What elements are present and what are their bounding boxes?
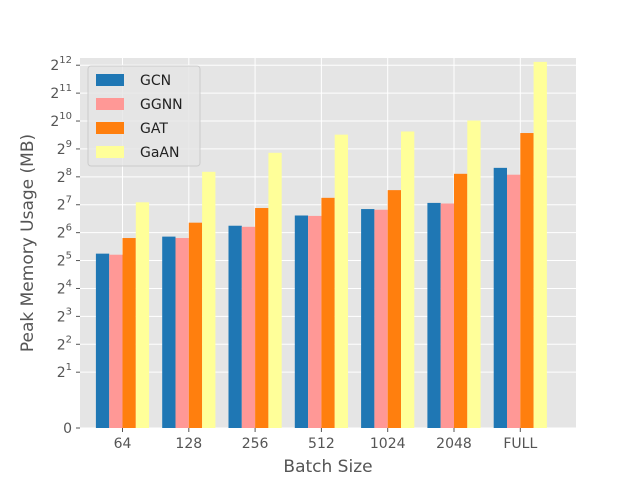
legend: GCN GGNN GAT GaAN — [87, 65, 201, 167]
y-tick-label: 0 — [63, 421, 72, 437]
bar-gat-128 — [188, 222, 203, 428]
y-tick-label: 212 — [50, 55, 72, 74]
bar-ggnn-128 — [175, 238, 189, 428]
bar-ggnn-256 — [241, 226, 256, 428]
bar-gat-1024 — [387, 190, 401, 428]
y-tick-label: 27 — [57, 195, 72, 214]
bar-ggnn-512 — [308, 215, 322, 428]
bar-gaan-2048 — [467, 120, 481, 429]
x-axis-label: Batch Size — [283, 457, 372, 477]
bar-gcn-512 — [294, 215, 309, 428]
x-tick-label: 64 — [114, 436, 132, 452]
bar-gaan-full — [533, 61, 547, 428]
y-tick-label: 24 — [57, 278, 72, 297]
bar-gat-2048 — [454, 173, 468, 428]
y-tick-label: 211 — [50, 83, 72, 102]
legend-swatch-ggnn — [96, 98, 124, 110]
bar-gcn-128 — [162, 236, 176, 428]
y-axis-label: Peak Memory Usage (MB) — [18, 134, 38, 352]
x-tick-label: 2048 — [436, 436, 472, 452]
y-tick-label: 21 — [57, 362, 72, 381]
bar-gat-full — [520, 133, 534, 428]
legend-swatch-gaan — [96, 146, 124, 158]
bar-gaan-512 — [334, 134, 348, 428]
legend-label-ggnn: GGNN — [140, 97, 183, 113]
legend-label-gaan: GaAN — [140, 145, 179, 161]
y-tick-label: 26 — [57, 223, 72, 242]
legend-swatch-gcn — [96, 74, 124, 86]
x-axis-ticks: 64 128 256 512 1024 2048 FULL — [114, 428, 537, 452]
legend-swatch-gat — [96, 122, 124, 134]
bar-gaan-1024 — [401, 131, 415, 428]
y-tick-label: 25 — [57, 251, 72, 270]
x-tick-label: 512 — [308, 436, 335, 452]
bar-gcn-64 — [95, 253, 110, 428]
bar-gat-64 — [122, 238, 136, 428]
y-tick-label: 29 — [57, 139, 72, 158]
bars — [95, 61, 547, 429]
x-tick-label: 1024 — [370, 436, 406, 452]
x-tick-label: 128 — [175, 436, 202, 452]
x-tick-label: FULL — [503, 436, 537, 452]
bar-ggnn-full — [507, 174, 521, 428]
bar-gaan-64 — [135, 202, 150, 428]
legend-label-gcn: GCN — [140, 73, 171, 89]
bar-ggnn-1024 — [374, 209, 388, 428]
bar-gcn-2048 — [427, 202, 441, 428]
bar-gcn-full — [493, 167, 507, 429]
bar-gcn-1024 — [361, 209, 375, 428]
bar-gat-512 — [321, 197, 335, 428]
bar-ggnn-64 — [109, 254, 123, 428]
y-tick-label: 210 — [50, 111, 72, 130]
bar-ggnn-2048 — [440, 203, 454, 428]
bar-gcn-256 — [228, 225, 242, 428]
bar-gat-256 — [255, 208, 269, 428]
y-tick-label: 23 — [57, 306, 72, 325]
bar-gaan-256 — [268, 152, 282, 428]
y-tick-label: 28 — [57, 167, 72, 186]
bar-gaan-128 — [202, 171, 216, 428]
y-axis-ticks: 0 21 22 23 24 25 26 27 28 29 210 211 212 — [50, 55, 80, 437]
legend-label-gat: GAT — [140, 121, 168, 137]
x-tick-label: 256 — [242, 436, 269, 452]
legend-box — [87, 65, 201, 167]
y-tick-label: 22 — [57, 334, 72, 353]
